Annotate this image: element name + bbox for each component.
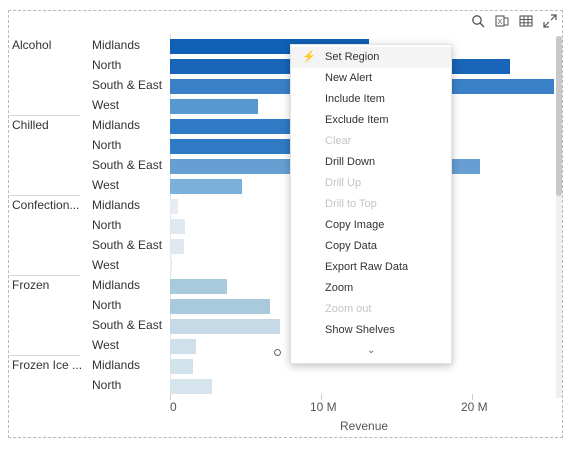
bar[interactable] [170,199,179,214]
context-menu: ⚡ Set Region New Alert Include Item Exclude … [290,44,452,364]
menu-item-set-region[interactable]: ⚡ Set Region [291,47,451,68]
menu-item-label: Export Raw Data [325,261,409,273]
bar[interactable] [170,299,270,314]
chart-panel [8,10,563,438]
region-label: South & East [92,238,163,252]
menu-item-label: Drill Down [325,156,376,168]
menu-item-copy-data[interactable]: Copy Data [291,236,451,257]
region-label: North [92,58,122,72]
category-label: Confection... [12,198,80,212]
bar[interactable] [170,279,228,294]
export-excel-icon[interactable]: X [495,14,509,28]
menu-item-new-alert[interactable]: New Alert [291,68,451,89]
menu-item-label: Zoom out [325,303,372,315]
bar[interactable] [170,319,281,334]
menu-item-export-raw-data[interactable]: Export Raw Data [291,257,451,278]
region-label: West [92,258,120,272]
region-label: Midlands [92,118,141,132]
region-label: Midlands [92,358,141,372]
menu-item-drill-up: Drill Up [291,173,451,194]
category-separator [10,355,80,356]
category-separator [10,115,80,116]
category-label: Alcohol [12,38,52,52]
chart-toolbar: X [471,14,557,28]
bar[interactable] [170,239,184,254]
menu-item-show-shelves[interactable]: Show Shelves [291,320,451,341]
bar[interactable] [170,179,243,194]
menu-item-label: Copy Data [325,240,377,252]
region-label: West [92,338,120,352]
menu-item-include-item[interactable]: Include Item [291,89,451,110]
region-label: West [92,98,120,112]
scrollbar-track[interactable] [556,36,562,398]
menu-item-clear: Clear [291,131,451,152]
menu-item-label: Zoom [325,282,354,294]
menu-item-exclude-item[interactable]: Exclude Item [291,110,451,131]
svg-text:X: X [498,19,503,26]
x-tick-mark [472,394,473,400]
menu-item-copy-image[interactable]: Copy Image [291,215,451,236]
x-tick-mark [321,394,322,400]
lightning-icon: ⚡ [302,51,316,63]
menu-item-drill-down[interactable]: Drill Down [291,152,451,173]
menu-item-zoom-out: Zoom out [291,299,451,320]
menu-item-label: Clear [325,135,352,147]
table-icon[interactable] [519,14,533,28]
category-separator [10,275,80,276]
bar[interactable] [170,359,193,374]
x-axis-label: Revenue [340,419,389,433]
region-label: North [92,298,122,312]
menu-item-label: Include Item [325,93,385,105]
search-icon[interactable] [471,14,485,28]
menu-item-label: Drill Up [325,177,362,189]
menu-item-label: Show Shelves [325,324,395,336]
region-label: South & East [92,158,163,172]
bar[interactable] [170,259,172,274]
region-label: Midlands [92,198,141,212]
x-tick-label: 10 M [310,400,337,414]
menu-item-drill-to-top: Drill to Top [291,194,451,215]
region-label: West [92,178,120,192]
menu-item-label: Exclude Item [325,114,389,126]
bar[interactable] [170,339,196,354]
region-label: Midlands [92,278,141,292]
x-tick-label: 20 M [461,400,488,414]
menu-item-label: Copy Image [325,219,385,231]
bar[interactable] [170,99,258,114]
y-axis-line [170,34,171,398]
scrollbar-thumb[interactable] [556,36,562,196]
cursor-indicator [274,349,281,356]
expand-icon[interactable] [543,14,557,28]
category-label: Chilled [12,118,49,132]
region-label: North [92,138,122,152]
category-label: Frozen [12,278,50,292]
region-label: North [92,218,122,232]
region-label: North [92,378,122,392]
menu-item-label: Drill to Top [325,198,377,210]
category-label: Frozen Ice ... [12,358,83,372]
menu-item-label: New Alert [325,72,373,84]
menu-item-label: Set Region [325,51,380,63]
menu-item-zoom[interactable]: Zoom [291,278,451,299]
bar[interactable] [170,219,186,234]
x-tick-label: 0 [170,400,177,414]
region-label: South & East [92,318,163,332]
region-label: Midlands [92,38,141,52]
x-tick-mark [170,394,171,400]
bar[interactable] [170,379,213,394]
chevron-down-icon[interactable]: ⌄ [367,345,376,356]
category-separator [10,195,80,196]
region-label: South & East [92,78,163,92]
